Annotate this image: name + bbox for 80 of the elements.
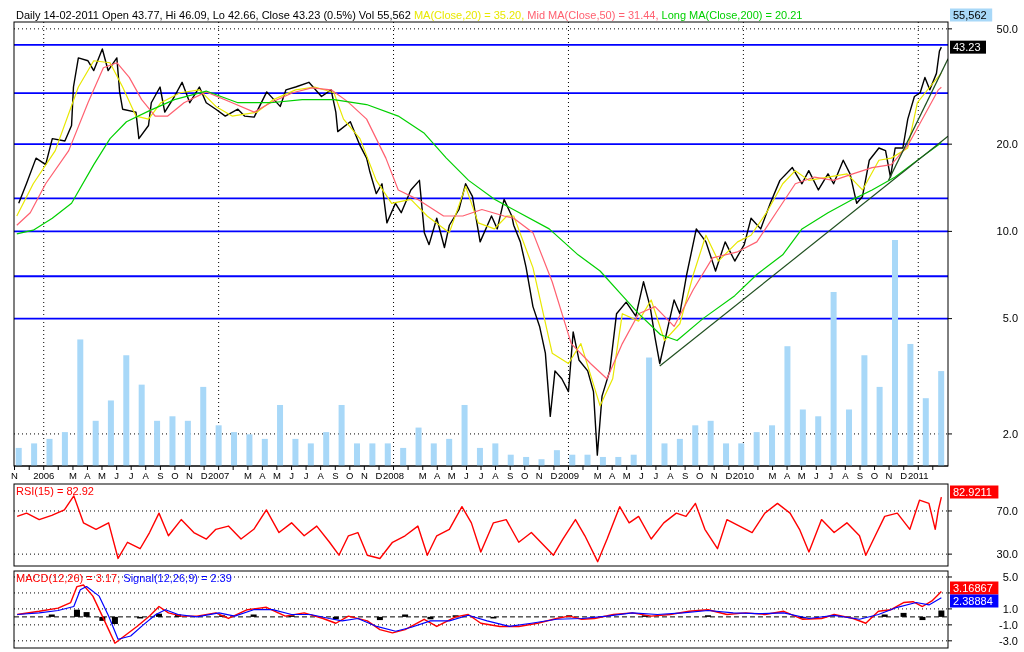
x-tick-label: N	[535, 470, 543, 481]
y-tick-label: 5.0	[1002, 312, 1018, 325]
text: MA(Close,20) = 35.20,	[413, 9, 525, 21]
x-tick-label: D	[900, 470, 908, 481]
x-tick-label: N	[710, 470, 718, 481]
x-tick-label: J	[813, 470, 819, 481]
x-tick-label: N	[185, 470, 193, 481]
x-tick-label: O	[521, 470, 529, 481]
text: 55,562	[953, 8, 987, 21]
x-tick-label: A	[434, 470, 442, 481]
x-tick-label: 2008	[382, 470, 405, 481]
text: 3.16867	[953, 581, 993, 594]
x-tick-label: 2007	[208, 470, 230, 481]
y-tick-label: 50.0	[996, 22, 1018, 35]
text: Signal(12,26,9) = 2.39	[120, 572, 232, 584]
x-tick-label: M	[243, 470, 252, 481]
x-tick-label: O	[870, 470, 879, 481]
series-label: MACD(12,26) = 3.17,	[16, 572, 121, 584]
x-tick-label: A	[492, 470, 500, 481]
x-tick-label: J	[303, 470, 309, 481]
x-tick-label: A	[317, 470, 325, 481]
x-tick-label: M	[98, 470, 107, 481]
x-tick-label: 2009	[557, 470, 580, 481]
x-tick-label: M	[418, 470, 427, 481]
x-tick-label: J	[114, 470, 120, 481]
x-tick-label: S	[332, 470, 339, 481]
x-tick-label: D	[200, 470, 208, 481]
x-tick-label: S	[507, 470, 514, 481]
y-tick-label: 70.0	[996, 504, 1018, 517]
x-tick-label: N	[885, 470, 893, 481]
x-tick-label: O	[171, 470, 179, 481]
y-tick-label: 1.0	[1002, 602, 1018, 615]
x-tick-label: A	[842, 470, 850, 481]
x-tick-label: 2011	[908, 470, 929, 481]
y-tick-label: 20.0	[996, 138, 1018, 151]
x-tick-label: J	[828, 470, 834, 481]
x-tick-label: D	[725, 470, 733, 481]
chart-title: Daily 14-02-2011 Open 43.77, Hi 46.09, Lo 42.66, Close 43.23 (0.5%) Vol 55,562	[16, 9, 414, 21]
x-tick-label: A	[259, 470, 267, 481]
x-tick-label: D	[375, 470, 383, 481]
x-tick-label: N	[11, 470, 19, 481]
x-tick-label: S	[157, 470, 164, 481]
x-tick-label: M	[797, 470, 806, 481]
x-tick-label: M	[447, 470, 456, 481]
x-tick-label: A	[783, 470, 791, 481]
x-tick-label: O	[695, 470, 704, 481]
x-tick-label: 2010	[732, 470, 754, 481]
y-tick-label: -1.0	[999, 618, 1018, 631]
x-tick-label: N	[360, 470, 368, 481]
x-tick-label: S	[681, 470, 689, 481]
x-tick-label: M	[768, 470, 777, 481]
x-tick-label: A	[609, 470, 617, 481]
x-tick-label: J	[128, 470, 134, 481]
y-tick-label: 2.0	[1002, 427, 1018, 440]
x-tick-label: 2006	[33, 470, 55, 481]
x-tick-label: O	[346, 470, 354, 481]
x-tick-label: J	[464, 470, 470, 481]
text: Mid MA(Close,50) = 31.44,	[524, 9, 659, 21]
x-tick-label: J	[478, 470, 484, 481]
y-tick-label: 30.0	[996, 547, 1018, 560]
text: 2.38884	[953, 594, 993, 607]
y-tick-label: -3.0	[999, 634, 1018, 647]
x-tick-label: S	[856, 470, 864, 481]
x-tick-label: J	[289, 470, 295, 481]
y-tick-label: 10.0	[996, 225, 1018, 238]
x-tick-label: J	[653, 470, 659, 481]
x-tick-label: J	[639, 470, 645, 481]
x-tick-label: A	[142, 470, 150, 481]
text: 82.9211	[953, 485, 992, 498]
x-tick-label: A	[667, 470, 675, 481]
x-tick-label: M	[622, 470, 631, 481]
x-tick-label: M	[593, 470, 602, 481]
x-tick-label: D	[550, 470, 558, 481]
text: Long MA(Close,200) = 20.21	[658, 9, 803, 21]
x-tick-label: M	[272, 470, 281, 481]
annotation: 43.23	[953, 41, 981, 54]
series-label: RSI(15) = 82.92	[16, 485, 94, 497]
y-tick-label: 5.0	[1002, 570, 1018, 583]
x-tick-label: A	[84, 470, 92, 481]
x-tick-label: M	[68, 470, 77, 481]
